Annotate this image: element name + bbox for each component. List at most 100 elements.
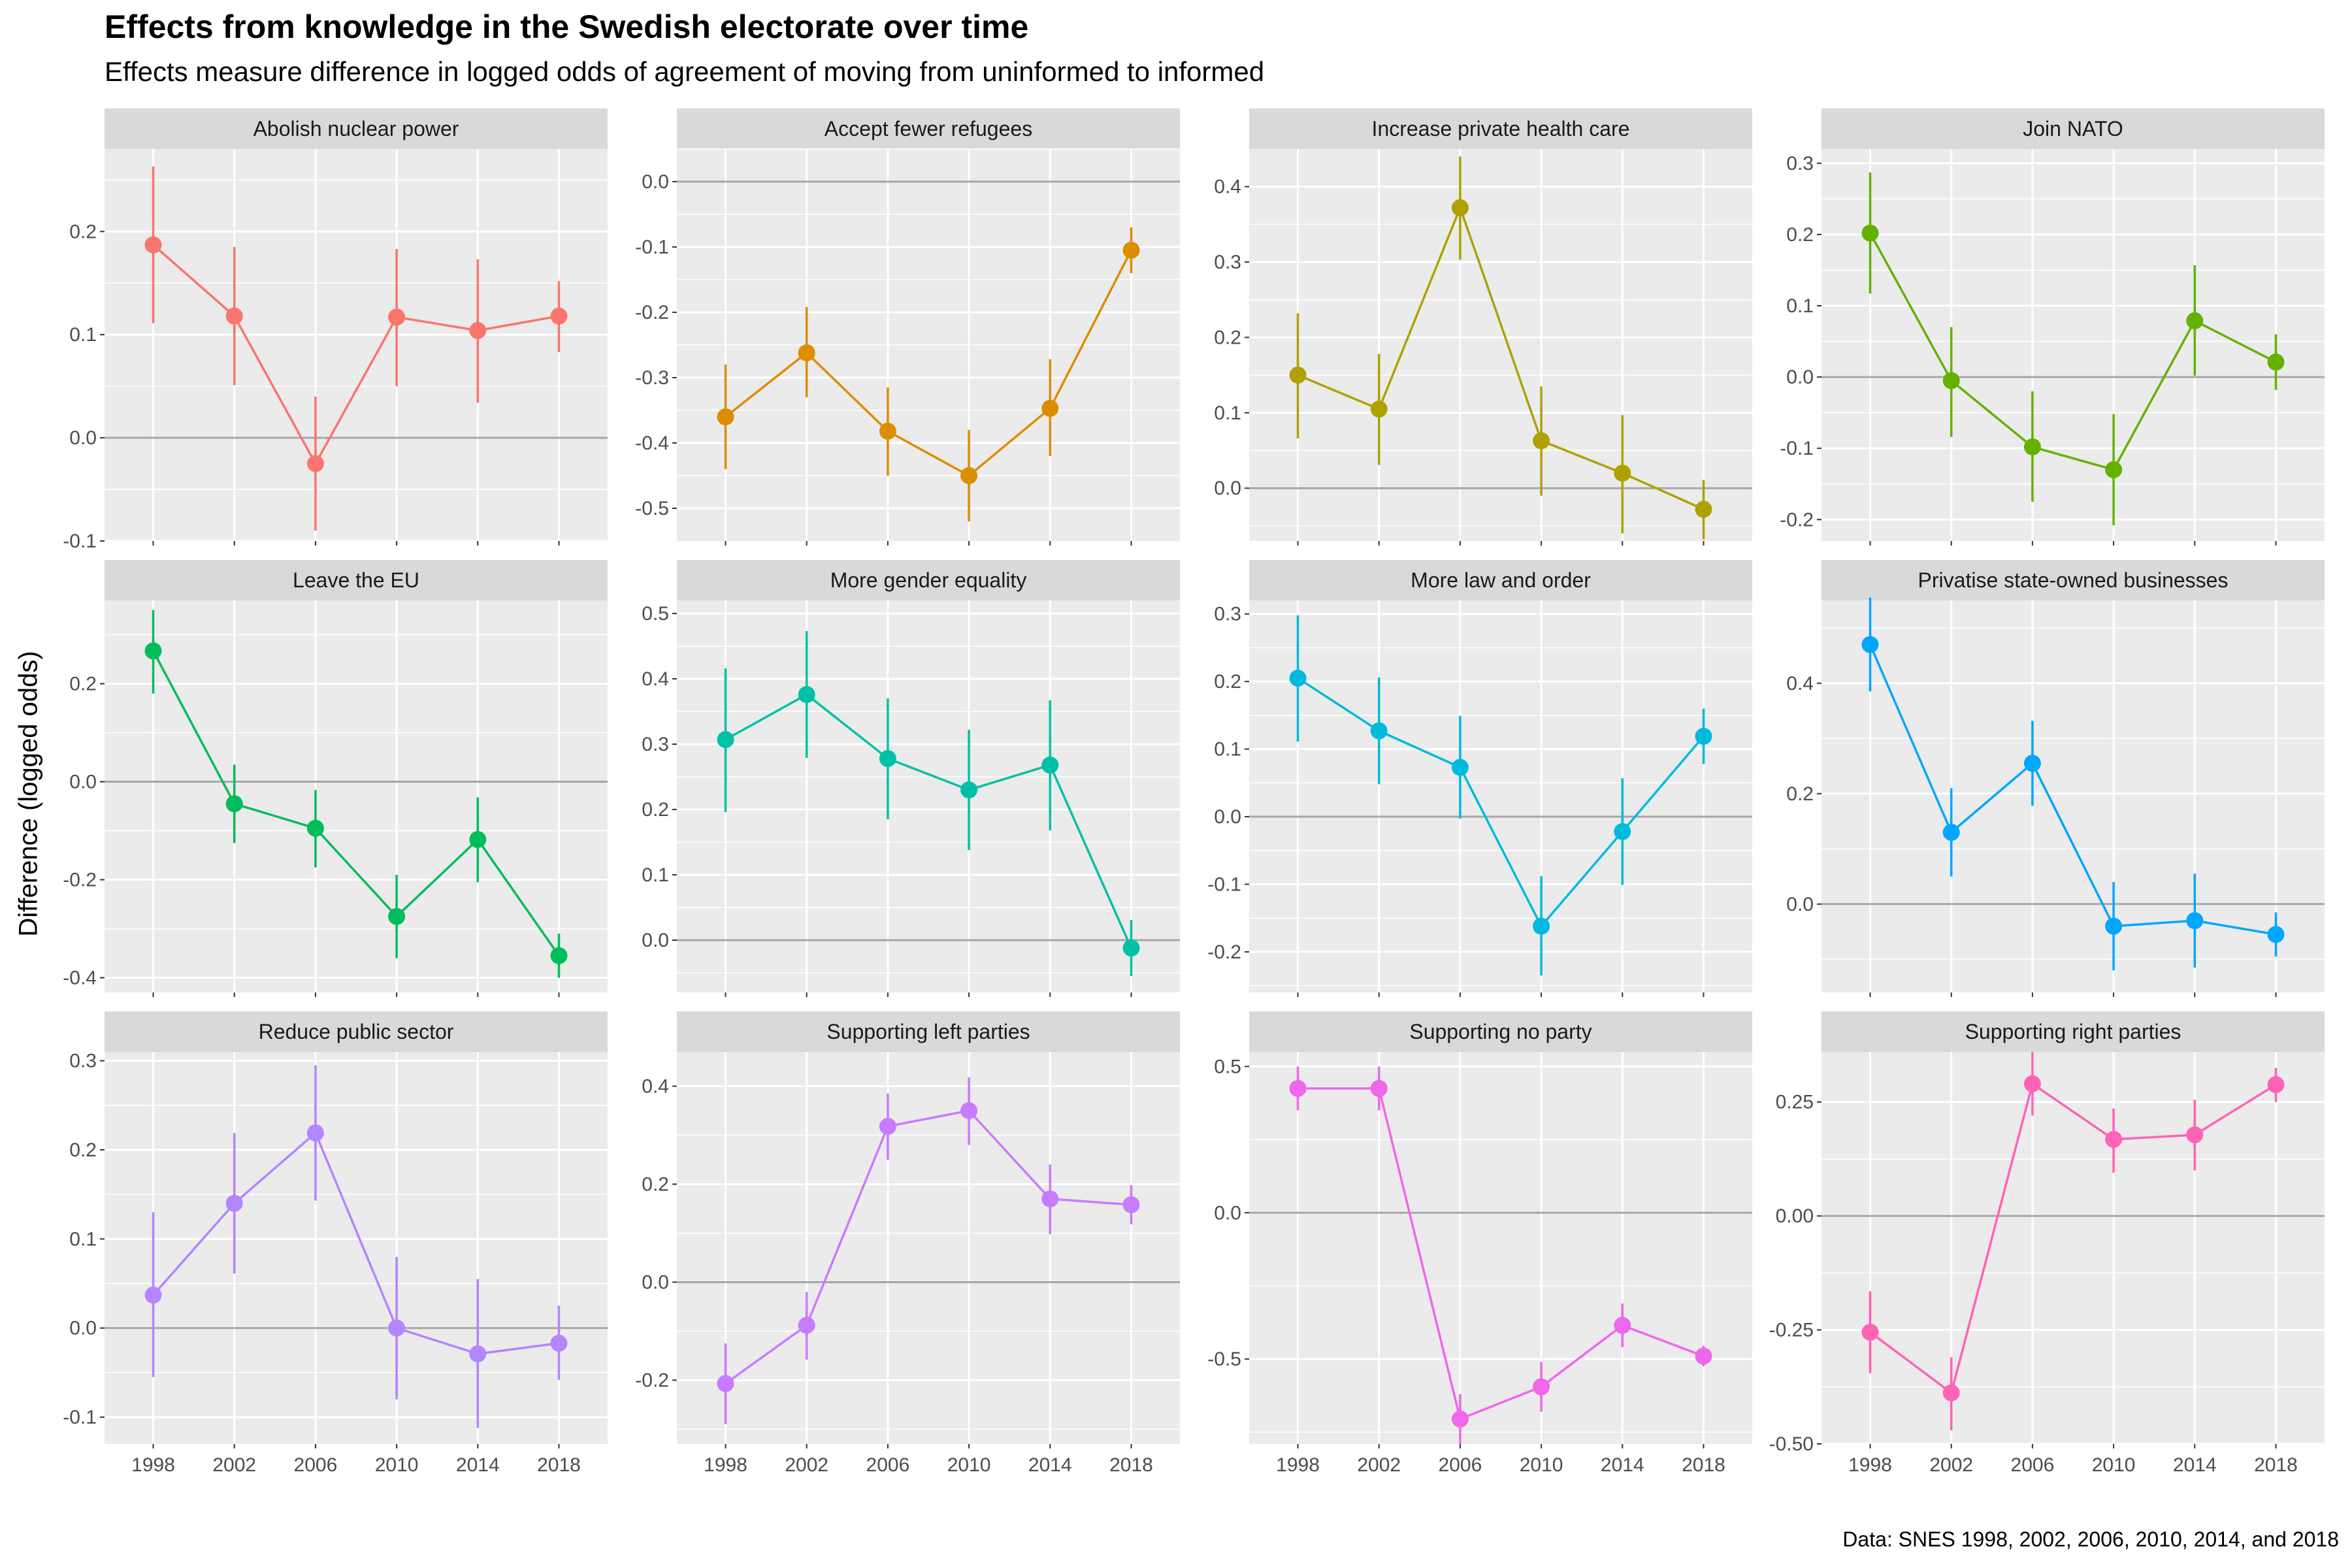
- data-point: [306, 1124, 324, 1142]
- data-point: [960, 1102, 978, 1119]
- strip-background: [1821, 560, 2325, 600]
- y-tick-label: -0.1: [63, 531, 97, 552]
- y-tick-label: -0.2: [635, 302, 669, 323]
- panel-background: [1249, 600, 1752, 992]
- data-point: [1451, 1410, 1469, 1428]
- facet-panel: Leave the EU -0.4 -0.2 0.0 0.2: [63, 560, 608, 997]
- panel-background: [1821, 600, 2325, 992]
- y-tick-label: 0.3: [1786, 153, 1814, 174]
- x-tick-label: 2014: [2173, 1454, 2217, 1476]
- data-point: [1370, 1079, 1388, 1097]
- strip-background: [1249, 1011, 1752, 1052]
- data-point: [1041, 400, 1059, 417]
- y-tick-label: -0.1: [63, 1407, 97, 1428]
- x-tick-label: 2002: [212, 1454, 256, 1476]
- y-tick-label: -0.2: [1207, 941, 1241, 963]
- x-tick-label: 1998: [704, 1454, 747, 1476]
- y-tick-label: -0.50: [1769, 1433, 1814, 1455]
- y-tick-label: -0.4: [63, 968, 97, 989]
- strip-label: Increase private health care: [1372, 117, 1630, 140]
- facet-panel: Supporting left parties -0.2 0.0 0.2 0.4 1998…: [635, 1011, 1180, 1476]
- data-point: [1861, 1324, 1879, 1341]
- y-tick-label: 0.2: [642, 1174, 669, 1196]
- y-tick-label: 0.3: [69, 1051, 97, 1072]
- data-point: [2186, 312, 2204, 329]
- data-point: [225, 1194, 243, 1212]
- y-tick-label: 0.25: [1776, 1092, 1814, 1113]
- data-point: [144, 236, 162, 253]
- facet-panel: Increase private health care 0.0 0.1 0.2 0.3…: [1214, 108, 1752, 546]
- facet-panel: Supporting no party -0.5 0.0 0.5 1998 2002 200…: [1207, 1011, 1752, 1476]
- y-tick-label: 0.0: [1214, 478, 1241, 499]
- y-tick-label: -0.5: [635, 498, 669, 519]
- strip-label: Abolish nuclear power: [253, 117, 459, 140]
- strip-background: [677, 560, 1180, 600]
- data-point: [1122, 242, 1140, 259]
- series-line: [1297, 204, 1705, 511]
- data-point: [1122, 939, 1140, 956]
- data-point: [2186, 1126, 2204, 1143]
- x-tick-label: 2002: [1357, 1454, 1401, 1476]
- data-point: [1861, 636, 1879, 653]
- y-tick-label: 0.4: [642, 1076, 669, 1098]
- y-tick-label: 0.1: [642, 864, 669, 886]
- y-tick-label: 0.2: [1214, 671, 1241, 693]
- series-line: [725, 250, 1133, 478]
- y-tick-label: -0.2: [635, 1370, 669, 1392]
- facet-panel: Privatise state-owned businesses 0.0 0.2 0.…: [1786, 560, 2325, 997]
- facet-panel: Reduce public sector -0.1 0.0 0.1 0.2 0.3 1998…: [63, 1011, 608, 1476]
- data-point: [2267, 353, 2285, 371]
- y-tick-label: 0.0: [642, 930, 669, 951]
- data-point: [550, 947, 568, 964]
- x-tick-label: 2006: [2011, 1454, 2055, 1476]
- data-point: [960, 781, 978, 798]
- x-tick-label: 2010: [375, 1454, 419, 1476]
- data-point: [717, 731, 734, 748]
- y-tick-label: 0.3: [1214, 604, 1241, 625]
- strip-label: Supporting no party: [1409, 1020, 1592, 1043]
- data-point: [2023, 438, 2041, 455]
- y-tick-label: 0.2: [1786, 783, 1814, 805]
- y-tick-label: -0.1: [635, 237, 669, 258]
- data-point: [1695, 727, 1712, 745]
- data-point: [2186, 912, 2204, 930]
- data-point: [2267, 1076, 2285, 1094]
- data-point: [1289, 1079, 1307, 1097]
- data-point: [1451, 759, 1469, 776]
- y-tick-label: 0.1: [1214, 739, 1241, 760]
- data-point: [469, 831, 487, 848]
- y-tick-label: 0.0: [1786, 894, 1814, 915]
- data-point: [1695, 500, 1712, 518]
- y-tick-label: -0.2: [63, 870, 97, 891]
- strip-background: [105, 560, 608, 600]
- data-point: [1451, 199, 1469, 216]
- x-tick-label: 2010: [2092, 1454, 2136, 1476]
- data-point: [879, 750, 896, 767]
- x-tick-label: 2018: [2254, 1454, 2298, 1476]
- series-line: [1869, 1081, 2277, 1395]
- x-tick-label: 2006: [294, 1454, 338, 1476]
- y-tick-label: 0.0: [642, 1272, 669, 1294]
- data-point: [1533, 1378, 1550, 1396]
- data-point: [1533, 917, 1550, 935]
- panel-background: [105, 1052, 608, 1444]
- series-line: [152, 1131, 559, 1356]
- strip-label: Supporting right parties: [1965, 1020, 2181, 1043]
- y-tick-label: 0.3: [1214, 252, 1241, 273]
- data-point: [225, 307, 243, 325]
- y-tick-label: 0.5: [642, 603, 669, 625]
- y-tick-label: 0.3: [642, 734, 669, 755]
- x-tick-label: 2006: [1439, 1454, 1482, 1476]
- series-line: [152, 650, 560, 956]
- y-tick-label: 0.2: [1214, 327, 1241, 348]
- data-point: [960, 467, 978, 484]
- y-tick-label: 0.00: [1776, 1205, 1814, 1227]
- data-point: [225, 795, 243, 813]
- data-point: [1289, 367, 1307, 384]
- series-line: [152, 244, 559, 466]
- strip-background: [1821, 1011, 2325, 1052]
- x-tick-label: 2018: [1682, 1454, 1725, 1476]
- data-point: [1614, 1316, 1631, 1334]
- data-point: [1370, 722, 1388, 740]
